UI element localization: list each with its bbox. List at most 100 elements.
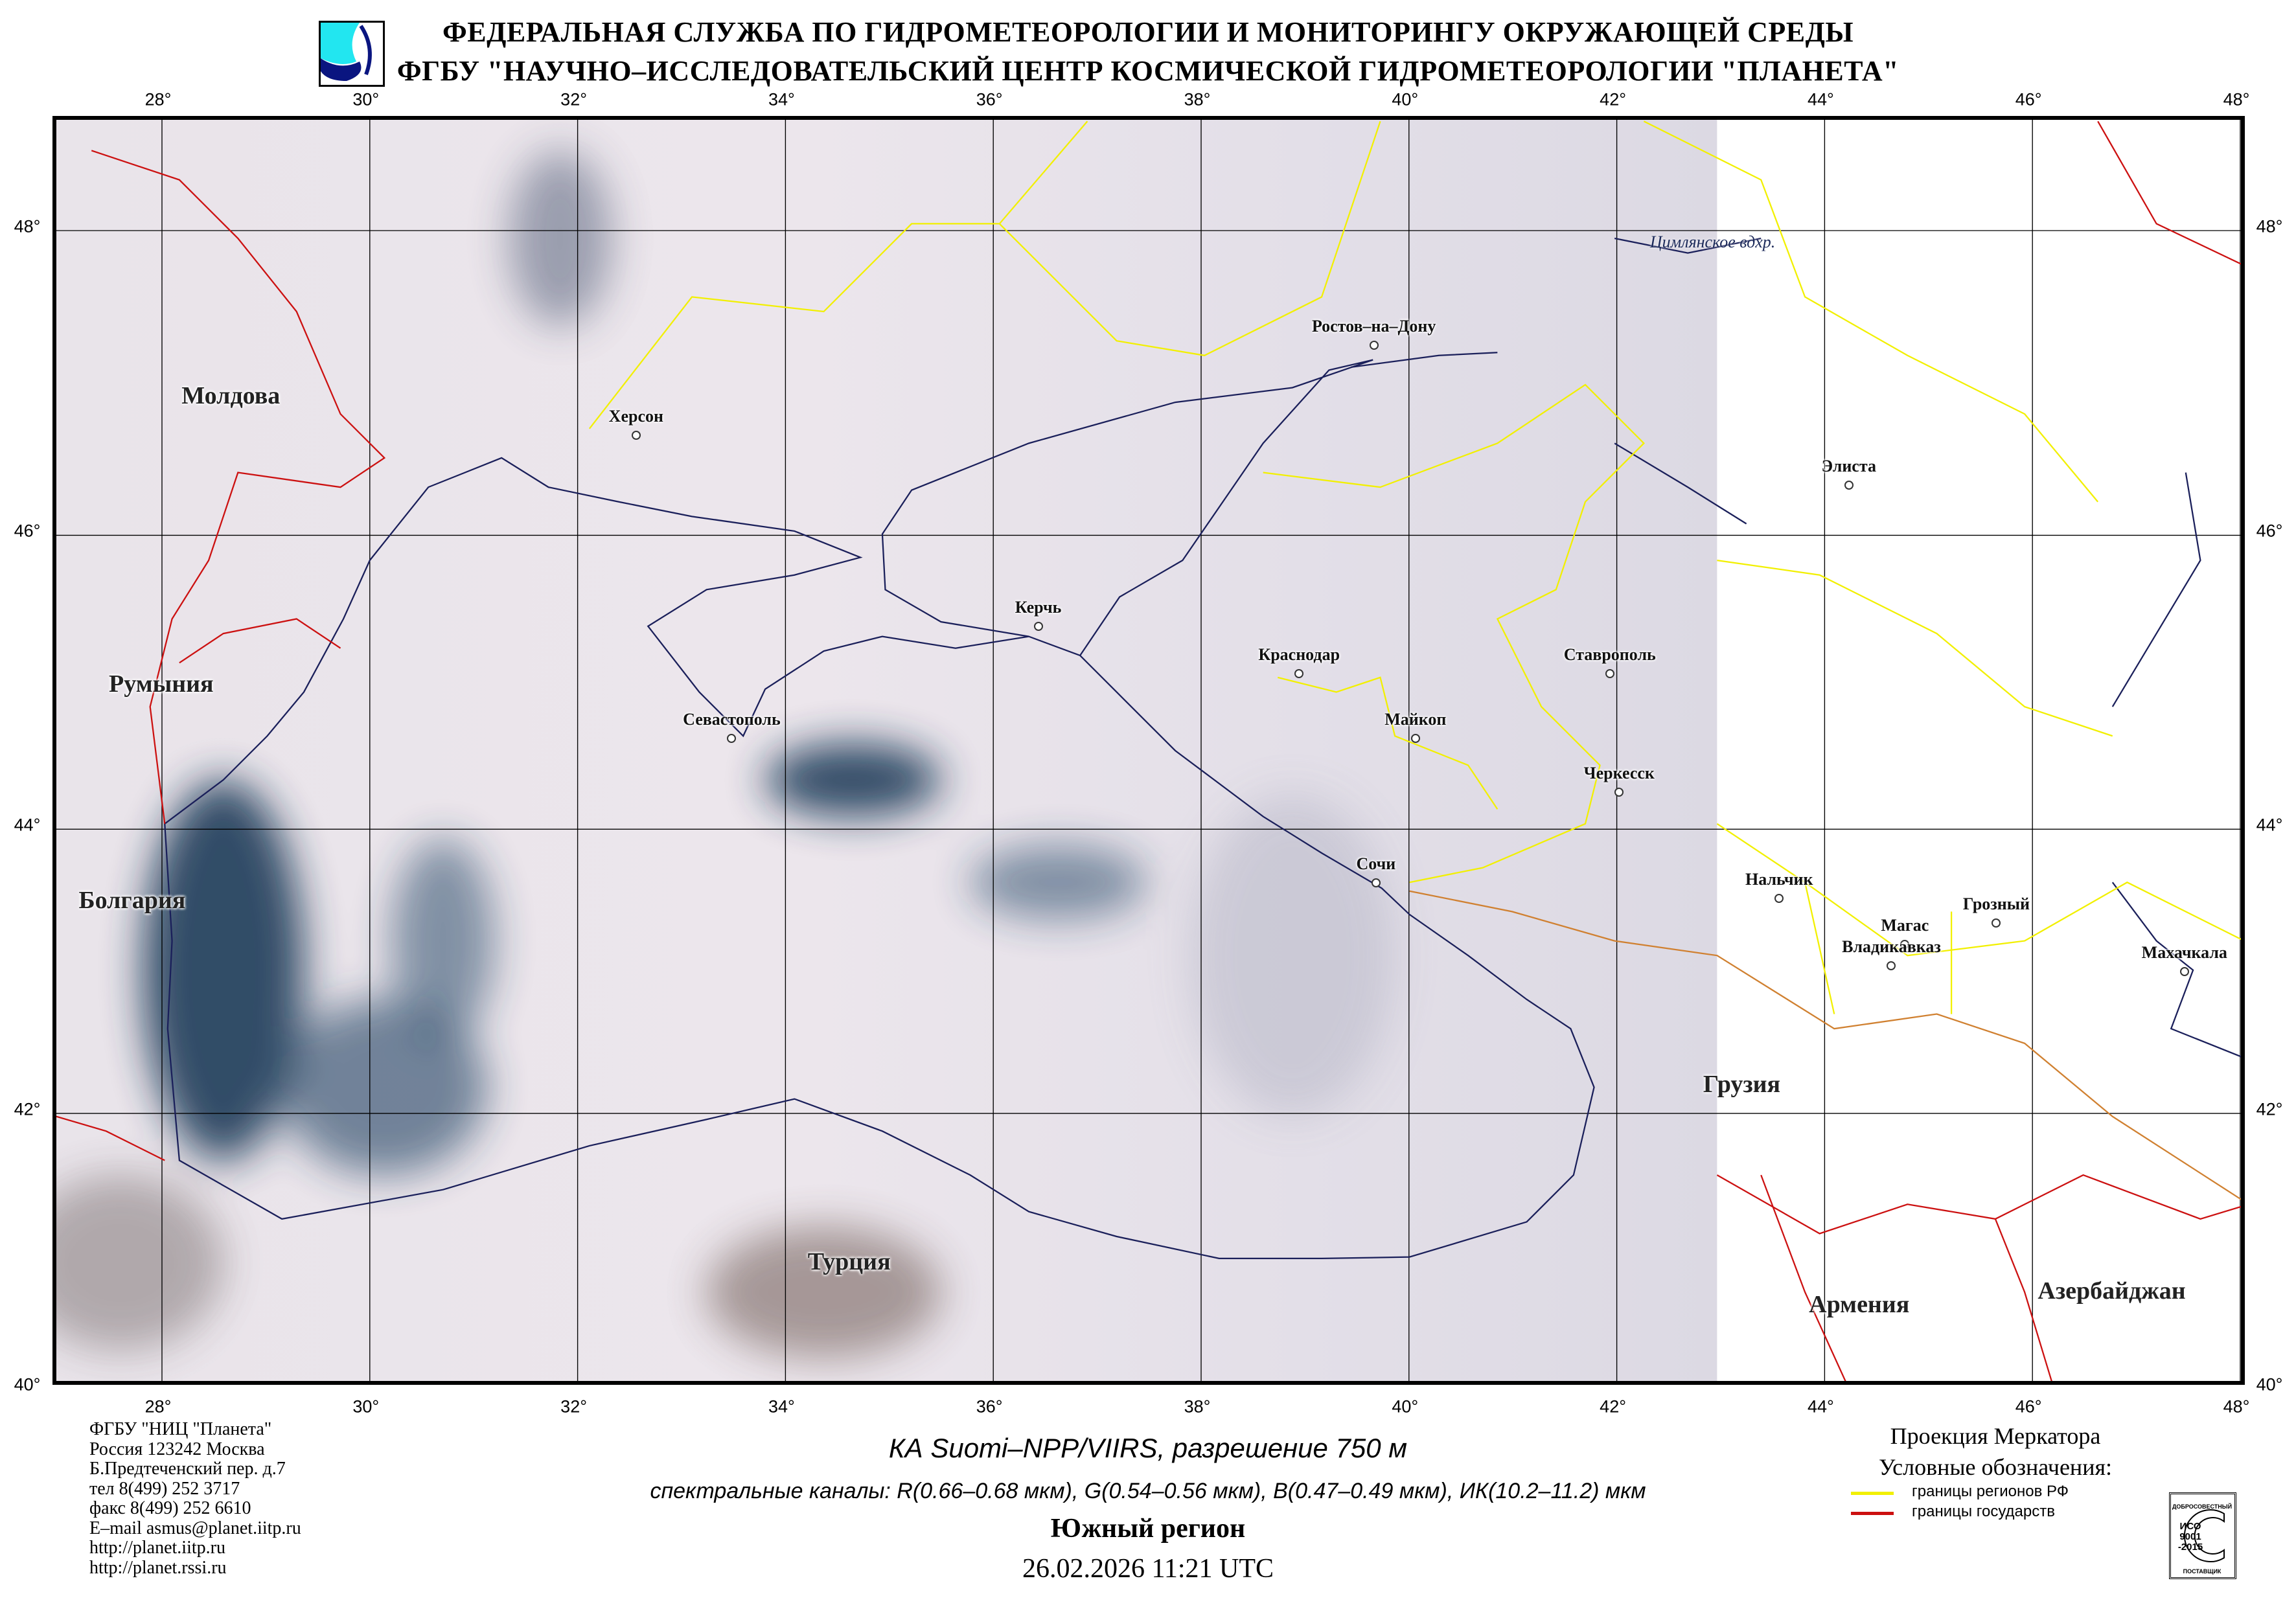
lon-tick-bottom: 40° bbox=[1392, 1396, 1419, 1417]
city-marker bbox=[1410, 733, 1420, 743]
city-marker bbox=[2179, 966, 2189, 976]
lon-tick-bottom: 30° bbox=[352, 1396, 380, 1417]
lon-tick-bottom: 36° bbox=[976, 1396, 1003, 1417]
projection-label: Проекция Меркатора bbox=[1890, 1423, 2101, 1449]
city-label: Майкоп bbox=[1384, 709, 1447, 729]
lat-tick-right: 40° bbox=[2256, 1374, 2283, 1395]
legend-label: границы регионов РФ bbox=[1912, 1483, 2069, 1500]
address-line: Россия 123242 Москва bbox=[89, 1439, 265, 1459]
header-agency: ФЕДЕРАЛЬНАЯ СЛУЖБА ПО ГИДРОМЕТЕОРОЛОГИИ … bbox=[442, 16, 1854, 48]
lon-tick-bottom: 44° bbox=[1807, 1396, 1834, 1417]
water-body-label: Цимлянское вдхр. bbox=[1649, 232, 1776, 251]
country-label: Болгария bbox=[78, 886, 186, 914]
city-label: Черкесск bbox=[1583, 763, 1655, 782]
lon-tick-top: 46° bbox=[2015, 89, 2042, 109]
lat-tick-left: 42° bbox=[14, 1099, 41, 1119]
planeta-logo-icon bbox=[319, 21, 385, 87]
lon-tick-bottom: 38° bbox=[1184, 1396, 1211, 1417]
city-label: Керчь bbox=[1015, 598, 1062, 617]
country-label: Армения bbox=[1809, 1290, 1910, 1318]
lon-tick-top: 44° bbox=[1807, 89, 1834, 109]
lon-tick-top: 34° bbox=[768, 89, 795, 109]
address-line: E–mail asmus@planet.iitp.ru bbox=[89, 1518, 301, 1538]
city-label: Ставрополь bbox=[1563, 645, 1656, 665]
lon-tick-top: 42° bbox=[1600, 89, 1627, 109]
city-marker bbox=[1605, 669, 1614, 679]
city-marker bbox=[1887, 961, 1896, 970]
city-marker bbox=[1294, 669, 1304, 679]
city-label: Херсон bbox=[608, 406, 663, 426]
lat-tick-right: 48° bbox=[2256, 216, 2283, 236]
lon-tick-bottom: 28° bbox=[144, 1396, 172, 1417]
country-label: Азербайджан bbox=[2038, 1277, 2186, 1305]
city-label: Севастополь bbox=[683, 709, 781, 729]
svg-text:-2015: -2015 bbox=[2178, 1542, 2203, 1553]
lon-tick-top: 36° bbox=[976, 89, 1003, 109]
svg-text:ДОБРОСОВЕСТНЫЙ: ДОБРОСОВЕСТНЫЙ bbox=[2172, 1503, 2232, 1510]
address-block: ФГБУ "НИЦ "Планета" Россия 123242 Москва… bbox=[89, 1419, 301, 1578]
city-label: Магас bbox=[1881, 915, 1929, 935]
city-marker bbox=[1614, 787, 1624, 797]
coastline bbox=[164, 237, 2241, 1260]
region-borders bbox=[588, 120, 2241, 1014]
satellite-caption: КА Suomi–NPP/VIIRS, разрешение 750 м bbox=[888, 1433, 1408, 1463]
country-label: Грузия bbox=[1703, 1070, 1781, 1098]
region-title: Южный регион bbox=[1050, 1514, 1246, 1544]
lon-tick-top: 40° bbox=[1392, 89, 1419, 109]
city-label: Сочи bbox=[1356, 854, 1396, 874]
lat-tick-right: 44° bbox=[2256, 815, 2283, 835]
lon-tick-bottom: 48° bbox=[2223, 1396, 2250, 1417]
address-line: Б.Предтеченский пер. д.7 bbox=[89, 1459, 286, 1479]
lat-tick-left: 44° bbox=[14, 815, 41, 835]
graticule bbox=[56, 120, 2241, 1381]
lon-tick-top: 38° bbox=[1184, 89, 1211, 109]
city-marker bbox=[1900, 939, 1910, 949]
lat-tick-right: 42° bbox=[2256, 1099, 2283, 1119]
city-label: Ростов–на–Дону bbox=[1311, 317, 1436, 336]
country-label: Молдова bbox=[181, 382, 281, 409]
legend-line-red bbox=[1851, 1512, 1894, 1515]
city-label: Владикавказ bbox=[1842, 937, 1941, 956]
lat-tick-right: 46° bbox=[2256, 521, 2283, 541]
lat-tick-left: 48° bbox=[14, 216, 41, 236]
lon-tick-bottom: 42° bbox=[1600, 1396, 1627, 1417]
svg-text:ИСО: ИСО bbox=[2180, 1521, 2201, 1532]
legend-line-yellow bbox=[1851, 1492, 1894, 1495]
header-center: ФГБУ "НАУЧНО–ИССЛЕДОВАТЕЛЬСКИЙ ЦЕНТР КОС… bbox=[396, 55, 1900, 87]
lat-tick-left: 40° bbox=[14, 1374, 41, 1395]
svg-text:9001: 9001 bbox=[2179, 1531, 2201, 1542]
city-marker bbox=[1033, 622, 1043, 632]
city-label: Грозный bbox=[1962, 894, 2030, 913]
address-line: http://planet.rssi.ru bbox=[89, 1557, 227, 1578]
country-label: Румыния bbox=[108, 670, 214, 698]
lon-tick-top: 48° bbox=[2223, 89, 2250, 109]
city-label: Элиста bbox=[1821, 456, 1876, 475]
city-marker bbox=[1992, 918, 2001, 928]
city-marker bbox=[1369, 341, 1379, 350]
lon-tick-bottom: 46° bbox=[2015, 1396, 2042, 1417]
lon-tick-top: 28° bbox=[144, 89, 172, 109]
lon-tick-bottom: 34° bbox=[768, 1396, 795, 1417]
lat-tick-left: 46° bbox=[14, 521, 41, 541]
legend-label: границы государств bbox=[1912, 1503, 2055, 1520]
city-marker bbox=[727, 733, 737, 743]
city-marker bbox=[631, 430, 641, 440]
iso-9001-badge-icon: ДОБРОСОВЕСТНЫЙ ИСО 9001 -2015 ПОСТАВЩИК bbox=[2169, 1492, 2236, 1579]
address-line: http://planet.iitp.ru bbox=[89, 1538, 225, 1558]
channels-caption: спектральные каналы: R(0.66–0.68 мкм), G… bbox=[650, 1479, 1646, 1503]
country-label: Турция bbox=[807, 1248, 891, 1276]
legend-title: Условные обозначения: bbox=[1878, 1454, 2113, 1480]
satellite-image bbox=[56, 120, 2241, 1381]
address-line: факс 8(499) 252 6610 bbox=[89, 1498, 251, 1518]
svg-text:ПОСТАВЩИК: ПОСТАВЩИК bbox=[2183, 1568, 2221, 1575]
city-label: Краснодар bbox=[1258, 645, 1340, 665]
city-marker bbox=[1844, 480, 1854, 490]
state-borders bbox=[56, 120, 2241, 1381]
city-label: Нальчик bbox=[1745, 870, 1813, 889]
city-marker bbox=[1774, 894, 1784, 904]
address-line: тел 8(499) 252 3717 bbox=[89, 1478, 240, 1499]
lon-tick-top: 32° bbox=[560, 89, 588, 109]
lon-tick-top: 30° bbox=[352, 89, 380, 109]
city-marker bbox=[1371, 878, 1381, 888]
image-datetime: 26.02.2026 11:21 UTC bbox=[1022, 1554, 1274, 1584]
